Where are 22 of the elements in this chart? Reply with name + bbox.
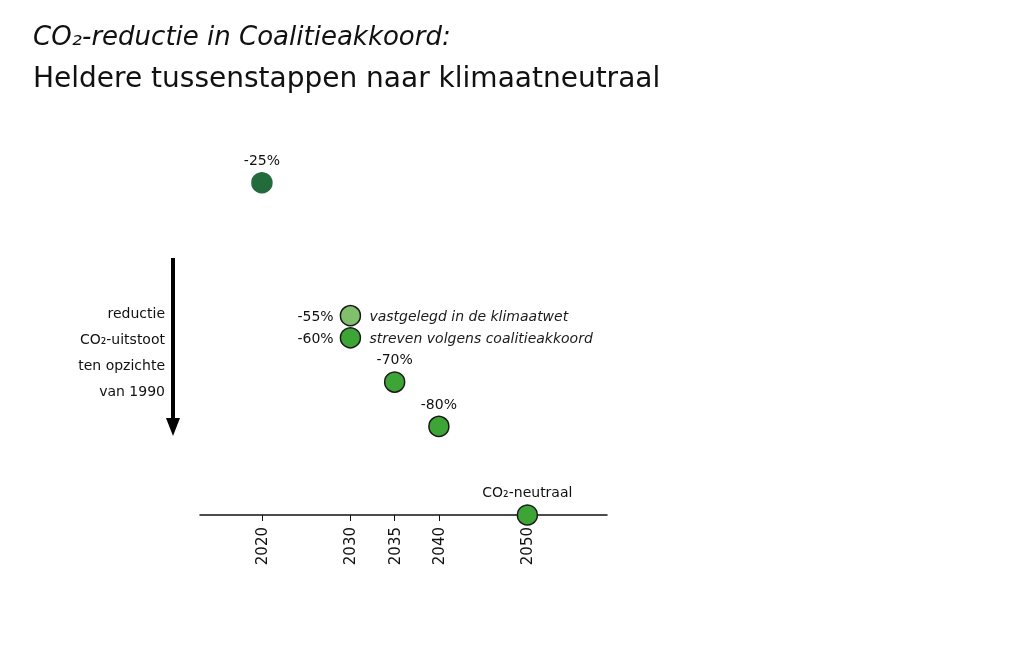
point xyxy=(339,304,362,327)
annotation: streven volgens coalitieakkoord xyxy=(369,329,593,346)
chart-subtitle: Heldere tussenstappen naar klimaatneutraal xyxy=(33,60,661,94)
data-label: -55% xyxy=(297,307,334,324)
annotation: vastgelegd in de klimaatwet xyxy=(369,307,569,324)
point xyxy=(383,371,406,393)
x-tick-label: 2040 xyxy=(429,527,448,566)
chart-title: CO₂-reductie in Coalitieakkoord: xyxy=(33,21,451,51)
data-label: -70% xyxy=(376,351,413,368)
point xyxy=(516,504,539,526)
x-tick-label: 2020 xyxy=(252,527,271,566)
data-label: -80% xyxy=(420,395,457,412)
point xyxy=(339,327,362,349)
data-label: -25% xyxy=(243,152,281,168)
x-tick-label: 2050 xyxy=(518,527,537,566)
x-tick-label: 2035 xyxy=(385,527,404,566)
x-tick-label: 2030 xyxy=(341,527,360,566)
y-axis-title: reductie CO₂-uitstoot ten opzichte van 1990 xyxy=(78,305,166,399)
data-label: -60% xyxy=(297,329,334,346)
point xyxy=(428,415,450,438)
data-label: CO₂-neutraal xyxy=(482,484,573,501)
point xyxy=(251,172,273,194)
